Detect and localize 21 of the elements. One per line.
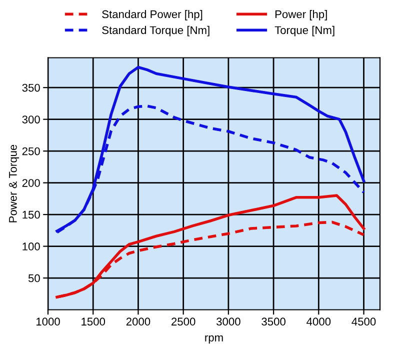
legend-label: Standard Power [hp] — [102, 10, 202, 20]
legend-label: Torque [Nm] — [274, 26, 334, 36]
x-tick-label: 1500 — [82, 318, 106, 326]
y-tick-label: 100 — [22, 242, 40, 250]
x-tick-label: 3500 — [262, 318, 286, 326]
x-tick-label: 4000 — [306, 318, 331, 326]
y-tick-label: 150 — [22, 210, 40, 219]
x-tick-label: 4500 — [352, 318, 376, 326]
y-tick-label: 250 — [22, 147, 40, 156]
x-tick-label: 1000 — [36, 318, 60, 326]
y-tick-label: 300 — [22, 116, 40, 124]
x-tick-label: 3000 — [216, 318, 240, 326]
y-axis-title: Power & Torque — [9, 144, 20, 222]
y-tick-label: 50 — [28, 274, 40, 282]
legend-label: Power [hp] — [275, 10, 327, 20]
y-tick-label: 350 — [22, 84, 40, 92]
legend-label: Standard Torque [Nm] — [102, 26, 210, 36]
x-axis-title: rpm — [205, 335, 223, 344]
x-tick-label: 2000 — [126, 318, 150, 326]
y-tick-label: 200 — [22, 179, 40, 187]
x-tick-label: 2500 — [172, 318, 196, 326]
